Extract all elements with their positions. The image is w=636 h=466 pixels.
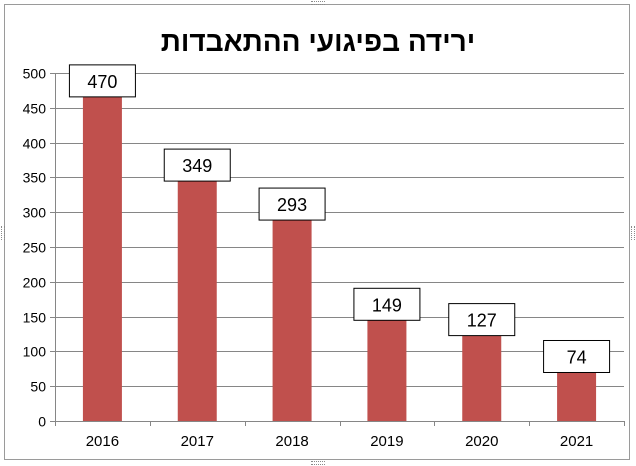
y-tick-label: 300 [23, 205, 47, 221]
bar [462, 332, 502, 421]
data-label-box [258, 187, 326, 221]
data-label: 149 [372, 295, 402, 315]
data-label: 349 [182, 156, 212, 176]
x-tick-label: 2021 [560, 433, 593, 450]
data-label: 293 [277, 195, 307, 215]
bar [82, 93, 122, 421]
bar [557, 369, 597, 421]
y-tick-label: 100 [23, 344, 47, 360]
data-label: 470 [87, 72, 117, 92]
x-tick-label: 2020 [465, 433, 498, 450]
y-tick-label: 250 [23, 240, 47, 256]
data-label-box [163, 148, 231, 182]
chart-title: ירידה בפיגועי ההתאבדות [160, 26, 476, 57]
y-tick-label: 150 [23, 310, 47, 326]
y-tick-label: 0 [38, 414, 46, 430]
resize-handle-bottom[interactable] [311, 461, 325, 465]
data-label-box [68, 64, 136, 98]
bar [272, 217, 312, 421]
y-tick-label: 450 [23, 101, 47, 117]
data-label-box [353, 287, 421, 321]
resize-handle-right[interactable] [631, 226, 635, 240]
bar [367, 317, 407, 421]
data-label: 127 [467, 311, 497, 331]
y-tick-label: 350 [23, 170, 47, 186]
x-tick-label: 2019 [370, 433, 403, 450]
x-tick-label: 2017 [181, 433, 214, 450]
y-tick-label: 400 [23, 136, 47, 152]
data-label-box [448, 303, 516, 337]
y-tick-label: 500 [23, 66, 47, 82]
bar [177, 178, 217, 421]
x-tick-label: 2018 [275, 433, 308, 450]
resize-handle-top[interactable] [311, 1, 325, 5]
y-tick-label: 200 [23, 275, 47, 291]
x-tick-label: 2016 [86, 433, 119, 450]
data-label-box [543, 339, 611, 373]
data-label: 74 [567, 347, 587, 367]
y-tick-label: 50 [30, 379, 46, 395]
resize-handle-left[interactable] [1, 226, 5, 240]
